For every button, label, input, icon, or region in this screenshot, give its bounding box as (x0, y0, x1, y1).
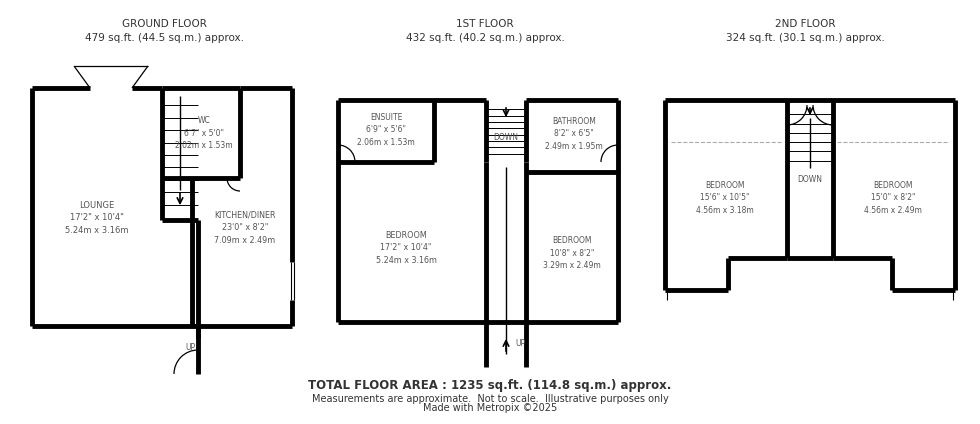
Text: BEDROOM
15'0" x 8'2"
4.56m x 2.49m: BEDROOM 15'0" x 8'2" 4.56m x 2.49m (864, 181, 922, 215)
Text: UP: UP (514, 340, 525, 349)
Text: WC
6'7" x 5'0"
2.02m x 1.53m: WC 6'7" x 5'0" 2.02m x 1.53m (175, 116, 233, 150)
Text: TOTAL FLOOR AREA : 1235 sq.ft. (114.8 sq.m.) approx.: TOTAL FLOOR AREA : 1235 sq.ft. (114.8 sq… (309, 379, 671, 392)
Text: LOUNGE
17'2" x 10'4"
5.24m x 3.16m: LOUNGE 17'2" x 10'4" 5.24m x 3.16m (66, 201, 128, 235)
Text: BATHROOM
8'2" x 6'5"
2.49m x 1.95m: BATHROOM 8'2" x 6'5" 2.49m x 1.95m (545, 117, 603, 151)
Text: 1ST FLOOR
432 sq.ft. (40.2 sq.m.) approx.: 1ST FLOOR 432 sq.ft. (40.2 sq.m.) approx… (406, 19, 564, 43)
Text: BEDROOM
10'8" x 8'2"
3.29m x 2.49m: BEDROOM 10'8" x 8'2" 3.29m x 2.49m (543, 236, 601, 270)
Text: 2ND FLOOR
324 sq.ft. (30.1 sq.m.) approx.: 2ND FLOOR 324 sq.ft. (30.1 sq.m.) approx… (726, 19, 885, 43)
Text: DOWN: DOWN (798, 176, 822, 184)
Text: ENSUITE
6'9" x 5'6"
2.06m x 1.53m: ENSUITE 6'9" x 5'6" 2.06m x 1.53m (357, 113, 415, 147)
Text: DOWN: DOWN (494, 134, 518, 142)
Text: BEDROOM
15'6" x 10'5"
4.56m x 3.18m: BEDROOM 15'6" x 10'5" 4.56m x 3.18m (696, 181, 754, 215)
Text: Measurements are approximate.  Not to scale.  Illustrative purposes only: Measurements are approximate. Not to sca… (312, 393, 668, 404)
Text: GROUND FLOOR
479 sq.ft. (44.5 sq.m.) approx.: GROUND FLOOR 479 sq.ft. (44.5 sq.m.) app… (85, 19, 244, 43)
Text: BEDROOM
17'2" x 10'4"
5.24m x 3.16m: BEDROOM 17'2" x 10'4" 5.24m x 3.16m (375, 231, 436, 265)
Text: KITCHEN/DINER
23'0" x 8'2"
7.09m x 2.49m: KITCHEN/DINER 23'0" x 8'2" 7.09m x 2.49m (215, 211, 275, 245)
Text: Made with Metropix ©2025: Made with Metropix ©2025 (423, 403, 557, 413)
Text: UP: UP (185, 343, 195, 352)
